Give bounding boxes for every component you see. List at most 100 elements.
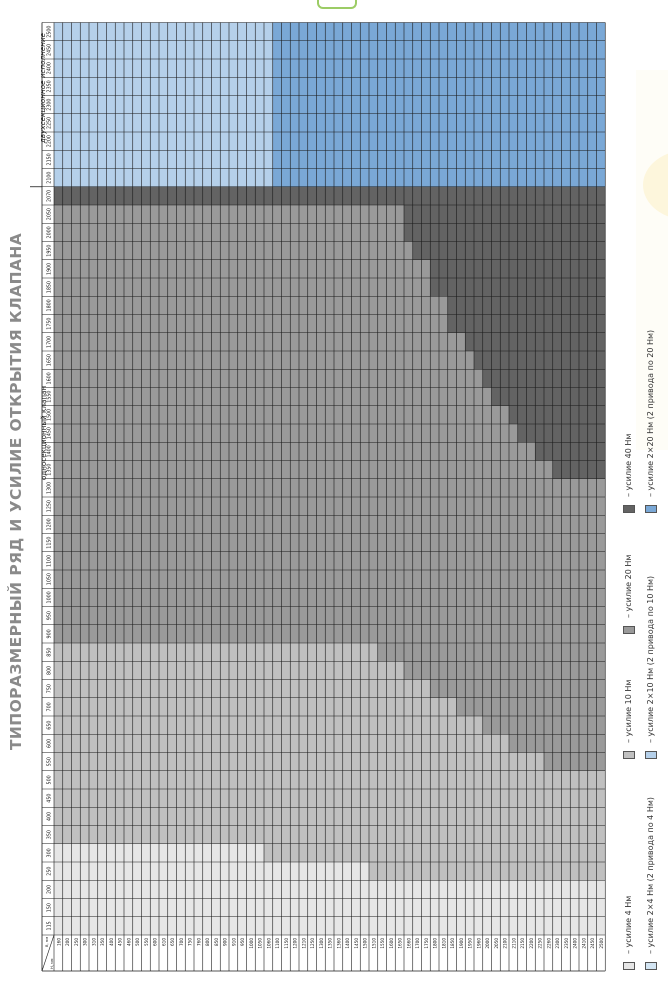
heatmap-cell [150,624,159,643]
heatmap-cell [272,424,282,443]
heatmap-cell [404,132,413,151]
heatmap-cell [106,515,116,534]
heatmap-cell [325,369,334,388]
heatmap-cell [124,59,133,78]
heatmap-cell [386,223,396,242]
heatmap-cell [360,314,369,333]
heatmap-cell [351,186,361,205]
heatmap-cell [229,77,238,96]
heatmap-cell [272,40,282,59]
heatmap-cell [229,497,238,516]
heatmap-cell [299,40,308,59]
heatmap-cell [316,424,326,443]
heatmap-cell [159,424,168,443]
heatmap-cell [342,387,352,406]
heatmap-cell [325,186,334,205]
heatmap-cell [255,95,264,114]
heatmap-cell [229,898,238,917]
heatmap-cell [334,533,343,552]
heatmap-cell [194,369,203,388]
heatmap-cell [404,351,413,370]
heatmap-cell [325,22,334,41]
heatmap-cell [369,515,378,534]
heatmap-cell [176,661,186,680]
heatmap-cell [264,442,273,461]
heatmap-cell [360,916,369,935]
heatmap-cell [124,442,133,461]
heatmap-cell [299,898,308,917]
heatmap-cell [237,825,247,844]
heatmap-cell [290,223,299,242]
heatmap-cell [281,606,291,625]
heatmap-cell [360,59,369,78]
heatmap-cell [54,405,63,424]
heatmap-cell [237,843,247,862]
heatmap-cell [194,168,203,187]
heatmap-cell [264,624,273,643]
heatmap-cell [255,551,264,570]
heatmap-cell [395,241,404,260]
heatmap-cell [80,643,89,662]
heatmap-cell [281,898,291,917]
heatmap-cell [246,113,256,132]
heatmap-cell [97,460,107,479]
heatmap-cell [176,95,186,114]
heatmap-cell [97,168,107,187]
heatmap-cell [325,40,334,59]
heatmap-cell [325,59,334,78]
heatmap-cell [115,296,124,315]
heatmap-cell [106,77,116,96]
heatmap-cell [325,789,334,808]
heatmap-cell [115,880,124,899]
heatmap-cell [97,369,107,388]
heatmap-cell [377,606,387,625]
heatmap-cell [124,478,133,497]
heatmap-cell [80,551,89,570]
heatmap-cell [80,807,89,826]
heatmap-cell [71,314,81,333]
heatmap-cell [54,807,63,826]
heatmap-cell [255,770,264,789]
heatmap-cell [255,752,264,771]
heatmap-cell [360,570,369,589]
heatmap-cell [71,424,81,443]
heatmap-cell [325,314,334,333]
heatmap-cell [246,186,256,205]
heatmap-cell [229,533,238,552]
heatmap-cell [246,150,256,169]
heatmap-cell [272,643,282,662]
heatmap-cell [369,606,378,625]
heatmap-cell [62,898,72,917]
heatmap-cell [272,478,282,497]
heatmap-cell [246,862,256,881]
heatmap-cell [351,132,361,151]
heatmap-cell [386,789,396,808]
heatmap-cell [132,588,142,607]
heatmap-cell [377,697,387,716]
heatmap-cell [290,387,299,406]
heatmap-cell [229,59,238,78]
heatmap-cell [351,259,361,278]
heatmap-cell [281,697,291,716]
heatmap-cell [115,898,124,917]
heatmap-cell [71,132,81,151]
heatmap-cell [299,205,308,224]
heatmap-cell [185,59,194,78]
heatmap-cell [176,150,186,169]
heatmap-cell [124,424,133,443]
heatmap-cell [194,77,203,96]
heatmap-cell [62,424,72,443]
heatmap-cell [325,880,334,899]
heatmap-cell [325,241,334,260]
heatmap-cell [386,661,396,680]
heatmap-cell [272,588,282,607]
heatmap-cell [351,770,361,789]
heatmap-cell [334,643,343,662]
heatmap-cell [141,825,151,844]
heatmap-cell [80,77,89,96]
heatmap-cell [316,916,326,935]
heatmap-cell [351,460,361,479]
heatmap-cell [229,22,238,41]
heatmap-cell [132,278,142,297]
heatmap-cell [281,95,291,114]
